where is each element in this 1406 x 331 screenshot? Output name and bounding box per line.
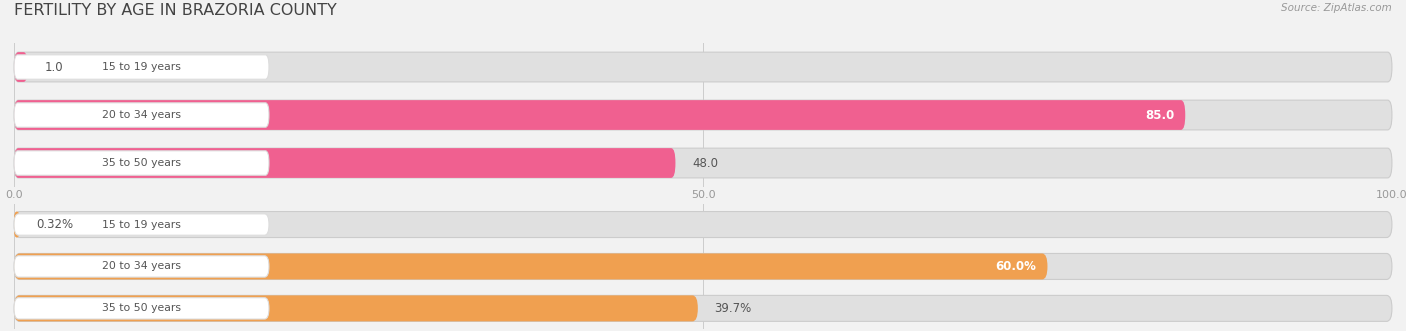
Text: 15 to 19 years: 15 to 19 years (103, 219, 181, 229)
Text: Source: ZipAtlas.com: Source: ZipAtlas.com (1281, 3, 1392, 13)
FancyBboxPatch shape (14, 256, 269, 277)
Text: 60.0%: 60.0% (995, 260, 1036, 273)
FancyBboxPatch shape (14, 148, 1392, 178)
FancyBboxPatch shape (14, 52, 1392, 82)
FancyBboxPatch shape (14, 212, 1392, 238)
FancyBboxPatch shape (14, 148, 675, 178)
FancyBboxPatch shape (14, 151, 269, 175)
Text: 1.0: 1.0 (45, 61, 63, 73)
Text: 20 to 34 years: 20 to 34 years (103, 261, 181, 271)
FancyBboxPatch shape (14, 100, 1392, 130)
FancyBboxPatch shape (14, 52, 28, 82)
FancyBboxPatch shape (14, 254, 1392, 279)
FancyBboxPatch shape (14, 103, 269, 127)
FancyBboxPatch shape (14, 214, 269, 235)
Text: 85.0: 85.0 (1144, 109, 1174, 121)
FancyBboxPatch shape (14, 55, 269, 79)
Text: FERTILITY BY AGE IN BRAZORIA COUNTY: FERTILITY BY AGE IN BRAZORIA COUNTY (14, 3, 337, 18)
Text: 35 to 50 years: 35 to 50 years (103, 304, 181, 313)
FancyBboxPatch shape (14, 295, 1392, 321)
FancyBboxPatch shape (14, 212, 20, 238)
Text: 48.0: 48.0 (692, 157, 718, 169)
Text: 35 to 50 years: 35 to 50 years (103, 158, 181, 168)
FancyBboxPatch shape (14, 254, 1047, 279)
FancyBboxPatch shape (14, 298, 269, 319)
Text: 39.7%: 39.7% (714, 302, 752, 315)
Text: 15 to 19 years: 15 to 19 years (103, 62, 181, 72)
Text: 20 to 34 years: 20 to 34 years (103, 110, 181, 120)
FancyBboxPatch shape (14, 100, 1185, 130)
Text: 0.32%: 0.32% (37, 218, 73, 231)
FancyBboxPatch shape (14, 295, 697, 321)
